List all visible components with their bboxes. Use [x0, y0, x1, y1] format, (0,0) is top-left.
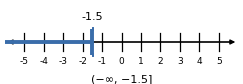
Text: -3: -3 [59, 57, 68, 66]
Text: (−∞, −1.5]: (−∞, −1.5] [91, 74, 152, 84]
Text: 0: 0 [119, 57, 124, 66]
Text: -4: -4 [39, 57, 48, 66]
Text: 5: 5 [216, 57, 222, 66]
Text: 4: 4 [196, 57, 202, 66]
Text: -5: -5 [20, 57, 29, 66]
Text: -1: -1 [97, 57, 107, 66]
Text: 3: 3 [177, 57, 183, 66]
Text: 2: 2 [157, 57, 163, 66]
Text: -2: -2 [78, 57, 87, 66]
Text: -1.5: -1.5 [82, 12, 103, 22]
Text: 1: 1 [138, 57, 144, 66]
